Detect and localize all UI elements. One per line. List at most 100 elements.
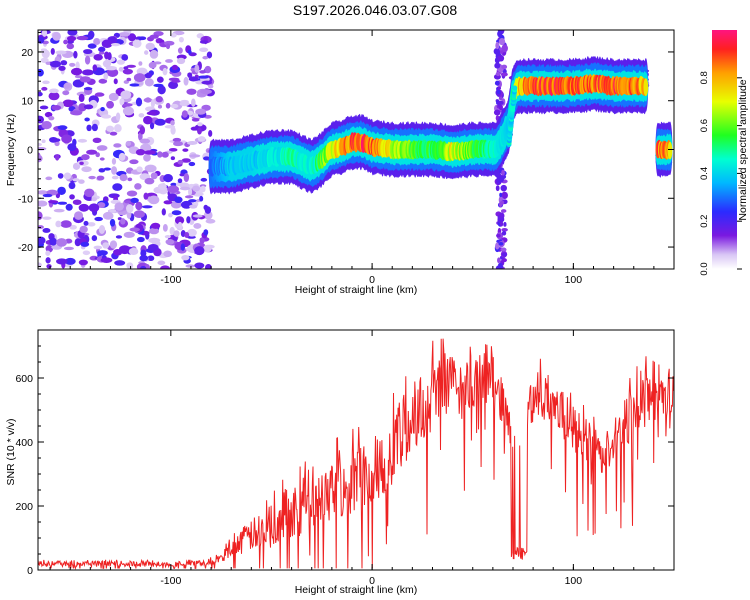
interference-blob <box>500 200 505 205</box>
noise-blob <box>62 90 70 96</box>
noise-blob <box>91 197 98 202</box>
noise-blob <box>156 76 164 83</box>
noise-blob <box>102 211 114 220</box>
noise-blob <box>78 203 90 212</box>
noise-blob <box>112 183 123 191</box>
noise-blob <box>111 175 119 180</box>
noise-blob <box>108 92 119 102</box>
interference-blob <box>501 64 508 70</box>
noise-blob <box>106 100 115 109</box>
noise-blob <box>200 177 208 182</box>
noise-blob <box>126 64 136 68</box>
interference-blob <box>500 247 507 252</box>
noise-blob <box>52 31 61 41</box>
noise-blob <box>164 124 176 129</box>
noise-blob <box>92 64 98 72</box>
noise-blob <box>119 98 125 106</box>
noise-blob <box>58 65 66 71</box>
noise-blob <box>150 222 161 229</box>
noise-blob <box>187 49 192 55</box>
interference-blob <box>499 221 504 227</box>
interference-blob <box>500 72 508 77</box>
noise-blob <box>40 57 49 63</box>
snr-plot <box>38 338 674 570</box>
noise-blob <box>173 230 180 237</box>
noise-blob <box>192 185 201 192</box>
interference-blob <box>500 217 505 222</box>
noise-blob <box>109 240 118 249</box>
noise-blob <box>126 204 134 213</box>
noise-blob <box>136 166 143 173</box>
noise-blob <box>42 216 52 220</box>
noise-blob <box>208 130 213 137</box>
y-tick-label: 200 <box>15 501 33 513</box>
noise-blob <box>202 55 209 60</box>
noise-blob <box>38 200 48 207</box>
noise-blob <box>171 210 182 216</box>
noise-blob <box>38 211 43 221</box>
x-tick-label: 0 <box>369 274 375 286</box>
noise-blob <box>82 250 91 256</box>
noise-blob <box>130 197 139 204</box>
noise-blob <box>203 229 209 236</box>
noise-blob <box>174 216 185 225</box>
colorbar-tick-label: 0.2 <box>699 215 710 228</box>
noise-blob <box>82 69 94 76</box>
noise-blob <box>79 76 91 83</box>
noise-blob <box>111 158 117 165</box>
noise-blob <box>124 200 131 204</box>
noise-blob <box>201 80 213 85</box>
noise-blob <box>55 220 62 228</box>
noise-blob <box>78 103 87 112</box>
noise-blob <box>203 204 209 211</box>
noise-blob <box>47 200 59 204</box>
noise-blob <box>118 32 131 37</box>
noise-blob <box>171 64 178 71</box>
interference-blob <box>497 86 501 90</box>
noise-blob <box>143 153 151 162</box>
noise-blob <box>129 227 140 232</box>
noise-blob <box>173 141 183 147</box>
noise-blob <box>149 49 159 59</box>
noise-blob <box>41 30 48 37</box>
noise-blob <box>162 223 168 232</box>
noise-blob <box>39 105 49 110</box>
noise-blob <box>74 211 84 220</box>
noise-blob <box>38 68 44 77</box>
noise-blob <box>188 161 196 167</box>
interference-blob <box>499 47 503 51</box>
colorbar: 0.0 0.2 0.4 0.6 0.8 Normalized spectral ampl… <box>699 30 749 276</box>
noise-blob <box>138 113 145 118</box>
noise-blob <box>123 231 135 238</box>
interference-blob <box>496 233 501 238</box>
noise-blob <box>94 92 105 97</box>
noise-blob <box>103 72 109 80</box>
interference-blob <box>493 47 501 55</box>
noise-blob <box>57 201 68 205</box>
noise-blob <box>170 126 176 135</box>
noise-blob <box>76 35 89 41</box>
noise-blob <box>192 214 203 218</box>
noise-blob <box>115 235 123 239</box>
noise-blob <box>181 255 190 261</box>
noise-blob <box>95 152 100 158</box>
noise-blob <box>168 147 178 152</box>
x-tick-label: 100 <box>565 274 583 286</box>
noise-blob <box>45 257 51 264</box>
noise-blob <box>163 250 172 258</box>
noise-blob <box>177 159 184 165</box>
noise-blob <box>139 125 146 135</box>
interference-blob <box>496 90 501 95</box>
noise-blob <box>168 212 173 218</box>
noise-blob <box>139 254 149 262</box>
noise-blob <box>179 186 191 191</box>
x-tick-label: 100 <box>565 575 583 587</box>
noise-blob <box>136 67 148 75</box>
noise-blob <box>119 173 128 182</box>
noise-blob <box>38 115 45 124</box>
noise-blob <box>199 70 206 74</box>
x-tick-label: 0 <box>369 575 375 587</box>
noise-blob <box>75 61 80 70</box>
noise-blob <box>143 192 149 200</box>
